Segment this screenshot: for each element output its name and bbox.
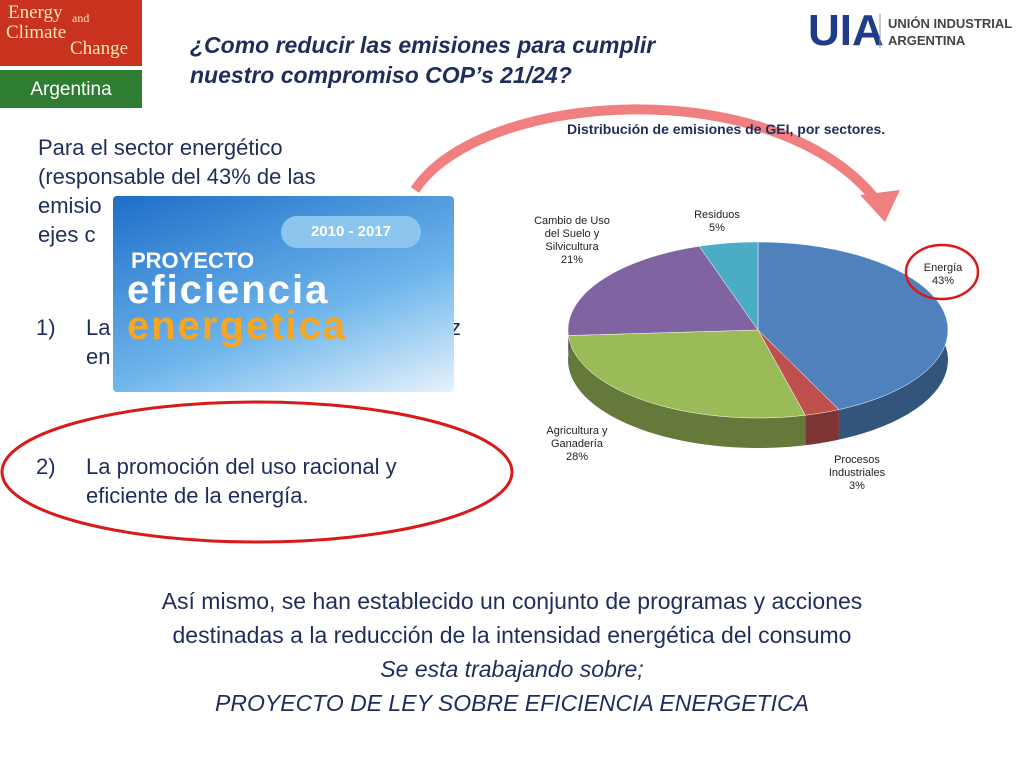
text-line: La promoción del uso racional y — [86, 454, 397, 479]
category: Procesos Industriales — [828, 454, 886, 479]
title-line: nuestro compromiso COP’s 21/24? — [190, 62, 572, 88]
title: ¿Como reducir las emisiones para cumplir… — [190, 30, 655, 90]
logo-word: Climate — [6, 22, 66, 43]
text-line: Para el sector energético — [38, 135, 283, 160]
slice — [698, 241, 759, 331]
value-label: 21% — [560, 254, 584, 266]
value-label: 3% — [849, 480, 865, 492]
footer: Así mismo, se han establecido un conjunt… — [0, 584, 1024, 720]
item-text: La promoción del uso racional y eficiente… — [86, 452, 397, 510]
slice — [757, 329, 840, 416]
footer-line: Se esta trabajando sobre; — [380, 656, 644, 682]
chart-title: Distribución de emisiones de GEI, por se… — [567, 121, 885, 137]
slice-label: Cambio de Uso del Suelo y Silvicultura 21… — [532, 215, 612, 267]
org-line: UNIÓN INDUSTRIAL — [888, 16, 1012, 31]
logo-word: Energy — [8, 2, 63, 23]
value-label: 28% — [565, 451, 589, 463]
logo-word: Change — [70, 38, 128, 59]
pie — [567, 241, 949, 448]
slice-label: Procesos Industriales 3% — [812, 454, 902, 493]
text-line: emisio — [38, 193, 102, 218]
text-fragment: z — [450, 315, 461, 340]
category: Cambio de Uso del Suelo y Silvicultura — [534, 215, 610, 253]
text-fragment: La — [86, 315, 111, 340]
intro: Para el sector energético (responsable d… — [38, 133, 316, 249]
country-bg — [0, 70, 142, 108]
slice — [567, 246, 759, 336]
badge-years: 2010 - 2017 — [281, 216, 421, 248]
logo-word: and — [72, 11, 89, 25]
highlight — [0, 400, 514, 544]
item-number: 1) — [36, 315, 56, 340]
country: Argentina — [30, 79, 112, 100]
item-number: 2) — [36, 454, 56, 479]
org-mark: UIA — [808, 6, 884, 55]
highlight — [904, 243, 980, 301]
footer-line: destinadas a la reducción de la intensid… — [172, 622, 852, 648]
logo-bg — [0, 0, 142, 66]
text-line: ejes c — [38, 222, 96, 247]
slice-side — [805, 409, 839, 446]
slice — [757, 241, 949, 410]
slice-label: Energía 43% — [898, 262, 988, 288]
arrow-head — [860, 190, 900, 222]
badge-line: energetica — [127, 304, 348, 348]
footer-line: PROYECTO DE LEY SOBRE EFICIENCIA ENERGET… — [215, 690, 809, 716]
value-label: 5% — [709, 222, 725, 234]
text-fragment: en — [86, 344, 111, 369]
arrow — [410, 104, 885, 208]
slice-side — [568, 335, 806, 448]
badge: 2010 - 2017 PROYECTO eficiencia energeti… — [113, 196, 454, 392]
text-line: eficiente de la energía. — [86, 483, 309, 508]
title-line: ¿Como reducir las emisiones para cumplir — [190, 32, 656, 58]
value-label: 43% — [931, 275, 955, 287]
slice-label: Agricultura y Ganadería 28% — [532, 425, 622, 464]
badge-line: eficiencia — [127, 268, 330, 312]
slice — [568, 329, 806, 419]
slice-label: Residuos 5% — [672, 209, 762, 235]
footer-line: Así mismo, se han establecido un conjunt… — [161, 588, 863, 614]
text-line: (responsable del 43% de las — [38, 164, 316, 189]
badge-line: PROYECTO — [131, 248, 255, 273]
category: Residuos — [694, 209, 740, 221]
org-line: ARGENTINA — [888, 33, 966, 48]
category: Agricultura y Ganadería — [546, 425, 608, 450]
category: Energía — [923, 262, 963, 274]
